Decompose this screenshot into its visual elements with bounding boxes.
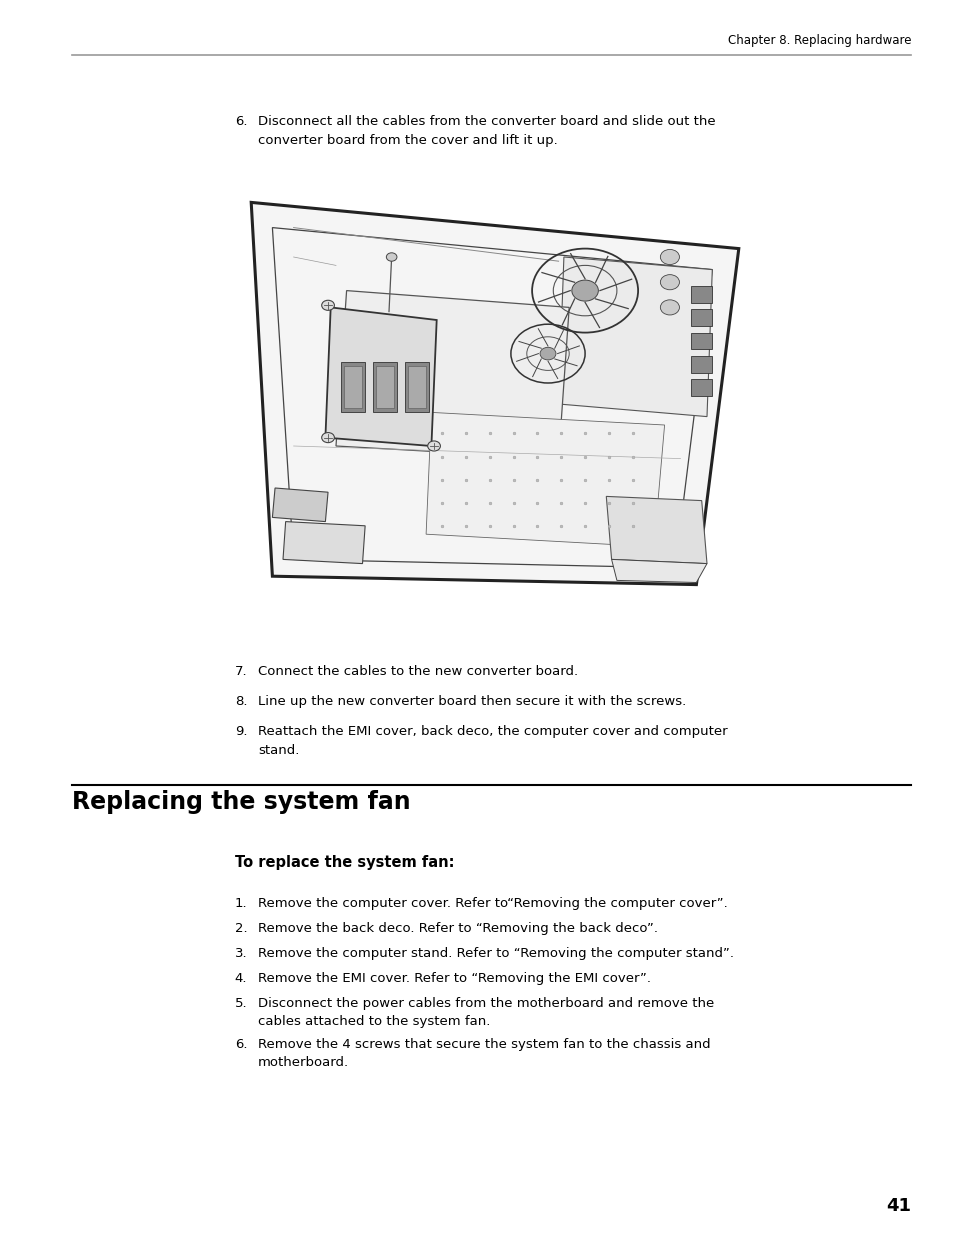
- Text: 9.: 9.: [234, 725, 247, 738]
- Text: Line up the new converter board then secure it with the screws.: Line up the new converter board then sec…: [257, 695, 685, 709]
- Text: 3.: 3.: [234, 947, 247, 960]
- Bar: [690, 286, 712, 303]
- Text: Remove the EMI cover. Refer to “Removing the EMI cover”.: Remove the EMI cover. Refer to “Removing…: [257, 972, 650, 984]
- Bar: [373, 362, 396, 413]
- Polygon shape: [335, 291, 569, 459]
- Polygon shape: [273, 488, 328, 522]
- Bar: [690, 310, 712, 327]
- Circle shape: [539, 347, 556, 360]
- Text: 41: 41: [885, 1197, 910, 1214]
- Polygon shape: [606, 496, 706, 563]
- Polygon shape: [426, 413, 664, 547]
- Polygon shape: [611, 559, 706, 583]
- Text: To replace the system fan:: To replace the system fan:: [234, 855, 454, 870]
- Circle shape: [386, 252, 396, 261]
- Text: 5.: 5.: [234, 997, 247, 1011]
- Circle shape: [571, 280, 598, 301]
- Bar: [404, 362, 428, 413]
- Text: Disconnect the power cables from the motherboard and remove the
cables attached : Disconnect the power cables from the mot…: [257, 997, 713, 1028]
- Bar: [344, 367, 362, 408]
- Text: 8.: 8.: [234, 695, 247, 709]
- Text: Chapter 8. Replacing hardware: Chapter 8. Replacing hardware: [727, 34, 910, 47]
- Text: 6.: 6.: [234, 116, 247, 128]
- Text: Remove the back deco. Refer to “Removing the back deco”.: Remove the back deco. Refer to “Removing…: [257, 922, 658, 935]
- Text: Disconnect all the cables from the converter board and slide out the
converter b: Disconnect all the cables from the conve…: [257, 116, 715, 147]
- Bar: [407, 367, 426, 408]
- Circle shape: [659, 275, 679, 290]
- Circle shape: [321, 433, 335, 443]
- Text: 7.: 7.: [234, 665, 247, 677]
- Text: Reattach the EMI cover, back deco, the computer cover and computer
stand.: Reattach the EMI cover, back deco, the c…: [257, 725, 727, 757]
- Circle shape: [659, 300, 679, 314]
- Bar: [375, 367, 394, 408]
- Circle shape: [659, 250, 679, 265]
- Text: 2.: 2.: [234, 922, 247, 935]
- Polygon shape: [283, 522, 365, 563]
- Polygon shape: [325, 307, 436, 446]
- Text: 1.: 1.: [234, 897, 247, 910]
- Polygon shape: [251, 203, 738, 584]
- Text: 4.: 4.: [234, 972, 247, 984]
- Text: 6.: 6.: [234, 1038, 247, 1052]
- Circle shape: [321, 301, 335, 311]
- Bar: [341, 362, 365, 413]
- Circle shape: [427, 441, 440, 451]
- Text: Remove the computer cover. Refer to“Removing the computer cover”.: Remove the computer cover. Refer to“Remo…: [257, 897, 727, 910]
- Polygon shape: [558, 257, 712, 416]
- Text: Connect the cables to the new converter board.: Connect the cables to the new converter …: [257, 665, 578, 677]
- Bar: [690, 379, 712, 395]
- Text: Remove the computer stand. Refer to “Removing the computer stand”.: Remove the computer stand. Refer to “Rem…: [257, 947, 733, 960]
- Bar: [690, 333, 712, 349]
- Text: Remove the 4 screws that secure the system fan to the chassis and
motherboard.: Remove the 4 screws that secure the syst…: [257, 1038, 710, 1069]
- Bar: [690, 355, 712, 373]
- Text: Replacing the system fan: Replacing the system fan: [71, 791, 410, 814]
